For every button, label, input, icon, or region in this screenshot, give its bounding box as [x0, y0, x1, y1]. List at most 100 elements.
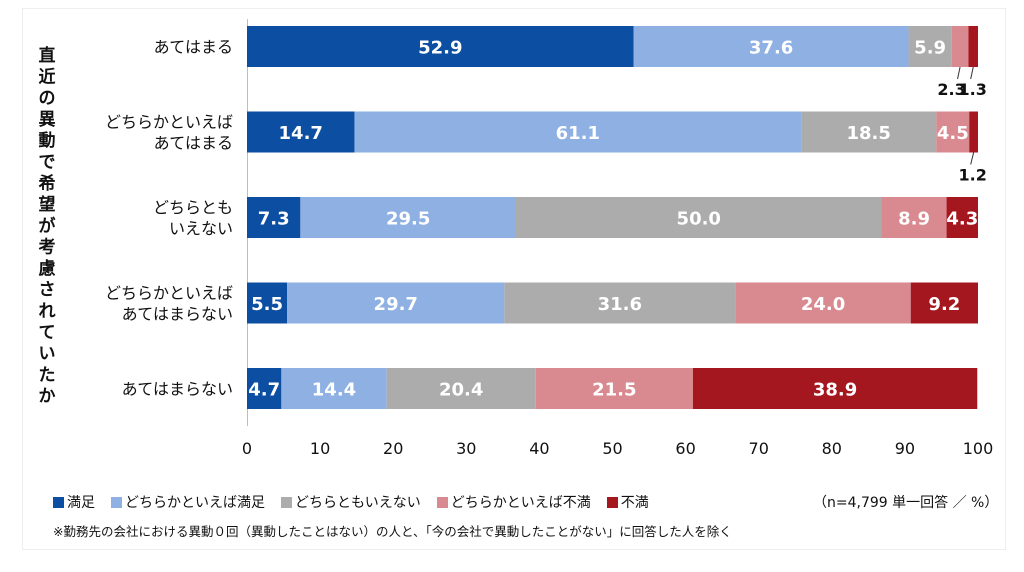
- data-label: 29.5: [386, 209, 430, 230]
- data-label: 61.1: [556, 123, 600, 144]
- data-label: 21.5: [592, 380, 636, 401]
- category-label: あてはまらない: [122, 380, 233, 399]
- data-label: 4.3: [946, 209, 978, 230]
- callout-line: [957, 66, 961, 80]
- bar-segment: [354, 111, 802, 153]
- data-label: 31.6: [598, 294, 642, 315]
- x-tick-label: 100: [963, 439, 994, 458]
- callout-line: [970, 152, 975, 165]
- data-label: 8.9: [898, 209, 930, 230]
- legend-item: どちらかといえば不満: [436, 492, 591, 512]
- y-axis-title-char: か: [39, 387, 56, 407]
- category-label: いえない: [169, 219, 233, 238]
- data-label: 14.7: [279, 123, 323, 144]
- y-axis-title-char: れ: [39, 302, 56, 322]
- y-axis-title-char: い: [39, 344, 56, 364]
- legend: 満足 どちらかといえば満足 どちらともいえない どちらかといえば不満 不満: [53, 492, 665, 512]
- legend-label: 満足: [67, 495, 95, 511]
- data-label: 5.9: [914, 38, 946, 59]
- bar-segment: [300, 197, 517, 238]
- y-axis-title-char: で: [39, 152, 56, 172]
- bar-segment: [247, 197, 301, 238]
- legend-swatch: [111, 496, 122, 508]
- x-tick-label: 0: [242, 439, 252, 458]
- data-label: 2.3: [937, 80, 965, 99]
- data-label: 52.9: [418, 38, 462, 59]
- bar-segment: [247, 368, 282, 409]
- bar-segment: [247, 26, 634, 67]
- y-axis-title-char: 異: [39, 110, 56, 130]
- legend-label: どちらともいえない: [295, 495, 421, 511]
- y-axis-title-char: た: [39, 365, 56, 385]
- x-tick-label: 60: [675, 439, 695, 458]
- x-tick-label: 30: [456, 439, 476, 458]
- y-axis-title-char: て: [39, 323, 56, 343]
- y-axis-title-char: 望: [39, 194, 56, 215]
- bar-segment: [951, 26, 969, 67]
- category-label: あてはまらない: [122, 305, 233, 324]
- legend-item: 不満: [606, 492, 649, 512]
- legend-label: どちらかといえば不満: [450, 495, 591, 511]
- bar-segment: [910, 282, 978, 324]
- data-label: 1.2: [959, 166, 987, 185]
- bar-segment: [633, 26, 909, 67]
- x-tick-label: 70: [749, 439, 769, 458]
- y-axis-title-char: さ: [39, 280, 56, 300]
- bar-segment: [735, 282, 911, 324]
- category-label: どちらとも: [153, 198, 233, 217]
- data-label: 4.7: [248, 380, 280, 401]
- callout-line: [970, 66, 974, 80]
- bar-segment: [287, 282, 505, 324]
- bar-segment: [881, 197, 947, 238]
- category-label: どちらかといえば: [105, 284, 233, 303]
- bar-segment: [247, 111, 355, 153]
- data-label: 14.4: [312, 380, 356, 401]
- data-label: 1.3: [959, 80, 987, 99]
- y-axis-title-char: が: [39, 215, 56, 236]
- category-label: どちらかといえば: [105, 113, 233, 132]
- unit-note: （n=4,799 単一回答 ／ %）: [813, 495, 999, 511]
- bar-segment: [692, 368, 978, 409]
- y-axis-title-char: 動: [39, 130, 56, 151]
- legend-swatch: [606, 496, 618, 508]
- y-axis-title-char: 慮: [39, 258, 56, 279]
- legend-item: どちらともいえない: [281, 492, 421, 512]
- bar-segment: [968, 26, 978, 67]
- legend-item: どちらかといえば満足: [111, 492, 265, 512]
- data-label: 20.4: [439, 380, 483, 401]
- x-tick-label: 20: [383, 439, 403, 458]
- bar-segment: [969, 111, 978, 153]
- x-tick-label: 50: [602, 439, 622, 458]
- data-label: 29.7: [374, 294, 418, 315]
- chart-container: 直近の異動で希望が考慮されていたか あてはまる 52.9 37.6 5.9 2.3 1.3 ど…: [22, 8, 1006, 550]
- bar-segment: [908, 26, 952, 67]
- y-axis-title-char: 近: [39, 66, 56, 87]
- x-tick-label: 40: [529, 439, 549, 458]
- legend-label: どちらかといえば満足: [125, 495, 265, 511]
- y-axis-title-char: 考: [38, 237, 56, 258]
- x-tick-label: 90: [895, 439, 915, 458]
- data-label: 37.6: [749, 38, 793, 59]
- y-axis-title-char: 希: [39, 173, 56, 194]
- y-axis-title-char: 直: [39, 45, 56, 66]
- bar-segment: [247, 282, 288, 324]
- bar-segment: [281, 368, 387, 409]
- legend-swatch: [436, 496, 448, 508]
- category-label: あてはまる: [154, 38, 233, 57]
- bar-segment: [936, 111, 970, 153]
- data-label: 7.3: [258, 209, 290, 230]
- category-label: あてはまる: [154, 134, 233, 153]
- data-label: 4.5: [937, 123, 969, 144]
- footnote: ※勤務先の会社における異動０回（異動したことはない）の人と、「今の会社で異動した…: [53, 524, 732, 539]
- data-label: 9.2: [928, 294, 960, 315]
- bar-segment: [516, 197, 882, 238]
- legend-label: 不満: [620, 495, 649, 511]
- y-axis-title-char: の: [39, 89, 56, 109]
- bar-segment: [946, 197, 978, 238]
- legend-swatch: [53, 496, 64, 508]
- x-tick-label: 10: [310, 439, 330, 458]
- legend-swatch: [281, 496, 292, 508]
- data-label: 18.5: [847, 123, 891, 144]
- data-label: 38.9: [813, 380, 857, 401]
